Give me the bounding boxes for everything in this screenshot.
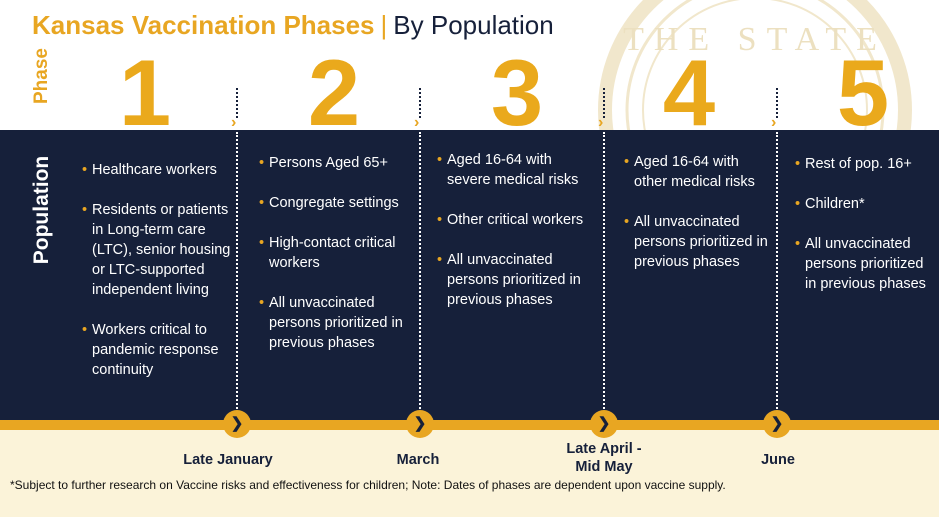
- phase-4-population-list: Aged 16-64 with other medical risks All …: [624, 152, 769, 292]
- divider-3: [603, 132, 605, 420]
- phase-5-population-list: Rest of pop. 16+ Children* All unvaccina…: [795, 154, 930, 314]
- timeline-date-1: Late January: [183, 452, 273, 468]
- divider-4: [776, 132, 778, 420]
- list-item: All unvaccinated persons prioritized in …: [795, 234, 930, 294]
- timeline-date-4: June: [761, 452, 795, 468]
- chevron-right-icon: ›: [598, 114, 604, 131]
- title-sub: By Population: [393, 10, 554, 40]
- chevron-right-icon: ›: [231, 114, 237, 131]
- page-title: Kansas Vaccination Phases | By Population: [32, 8, 554, 42]
- list-item: Aged 16-64 with severe medical risks: [437, 150, 597, 190]
- list-item: Congregate settings: [259, 193, 414, 213]
- divider-3-top: [603, 88, 605, 118]
- timeline-marker-3-chevron-icon: ❯: [590, 410, 618, 438]
- list-item: Other critical workers: [437, 210, 597, 230]
- list-item: High-contact critical workers: [259, 233, 414, 273]
- phase-1-population-list: Healthcare workers Residents or patients…: [82, 160, 232, 400]
- list-item: Children*: [795, 194, 930, 214]
- list-item: All unvaccinated persons prioritized in …: [437, 250, 597, 310]
- list-item: Residents or patients in Long-term care …: [82, 200, 232, 300]
- phase-2-population-list: Persons Aged 65+ Congregate settings Hig…: [259, 153, 414, 373]
- phase-5-number: 5: [836, 40, 890, 145]
- divider-2: [419, 132, 421, 420]
- list-item: All unvaccinated persons prioritized in …: [259, 293, 414, 353]
- timeline-background: [0, 430, 939, 517]
- list-item: Rest of pop. 16+: [795, 154, 930, 174]
- phase-label: Phase: [31, 48, 52, 104]
- divider-2-top: [419, 88, 421, 118]
- timeline-marker-2-chevron-icon: ❯: [406, 410, 434, 438]
- list-item: Workers critical to pandemic response co…: [82, 320, 232, 380]
- title-main: Kansas Vaccination Phases: [32, 10, 375, 40]
- phase-2-number: 2: [307, 40, 361, 145]
- divider-4-top: [776, 88, 778, 118]
- chevron-right-icon: ›: [771, 114, 777, 131]
- chevron-right-icon: ›: [414, 114, 420, 131]
- footnote: *Subject to further research on Vaccine …: [10, 478, 726, 492]
- list-item: Persons Aged 65+: [259, 153, 414, 173]
- list-item: Healthcare workers: [82, 160, 232, 180]
- population-label: Population: [30, 155, 53, 265]
- list-item: All unvaccinated persons prioritized in …: [624, 212, 769, 272]
- timeline-date-3: Late April - Mid May: [566, 441, 642, 475]
- divider-1-top: [236, 88, 238, 118]
- timeline-bar: [0, 420, 939, 430]
- timeline-marker-1-chevron-icon: ❯: [223, 410, 251, 438]
- phase-4-number: 4: [662, 40, 716, 145]
- phase-1-number: 1: [118, 40, 172, 145]
- phase-3-population-list: Aged 16-64 with severe medical risks Oth…: [437, 150, 597, 330]
- divider-1: [236, 132, 238, 420]
- phase-3-number: 3: [490, 40, 544, 145]
- timeline-date-2: March: [396, 452, 440, 468]
- list-item: Aged 16-64 with other medical risks: [624, 152, 769, 192]
- timeline-marker-4-chevron-icon: ❯: [763, 410, 791, 438]
- title-separator: |: [380, 10, 388, 40]
